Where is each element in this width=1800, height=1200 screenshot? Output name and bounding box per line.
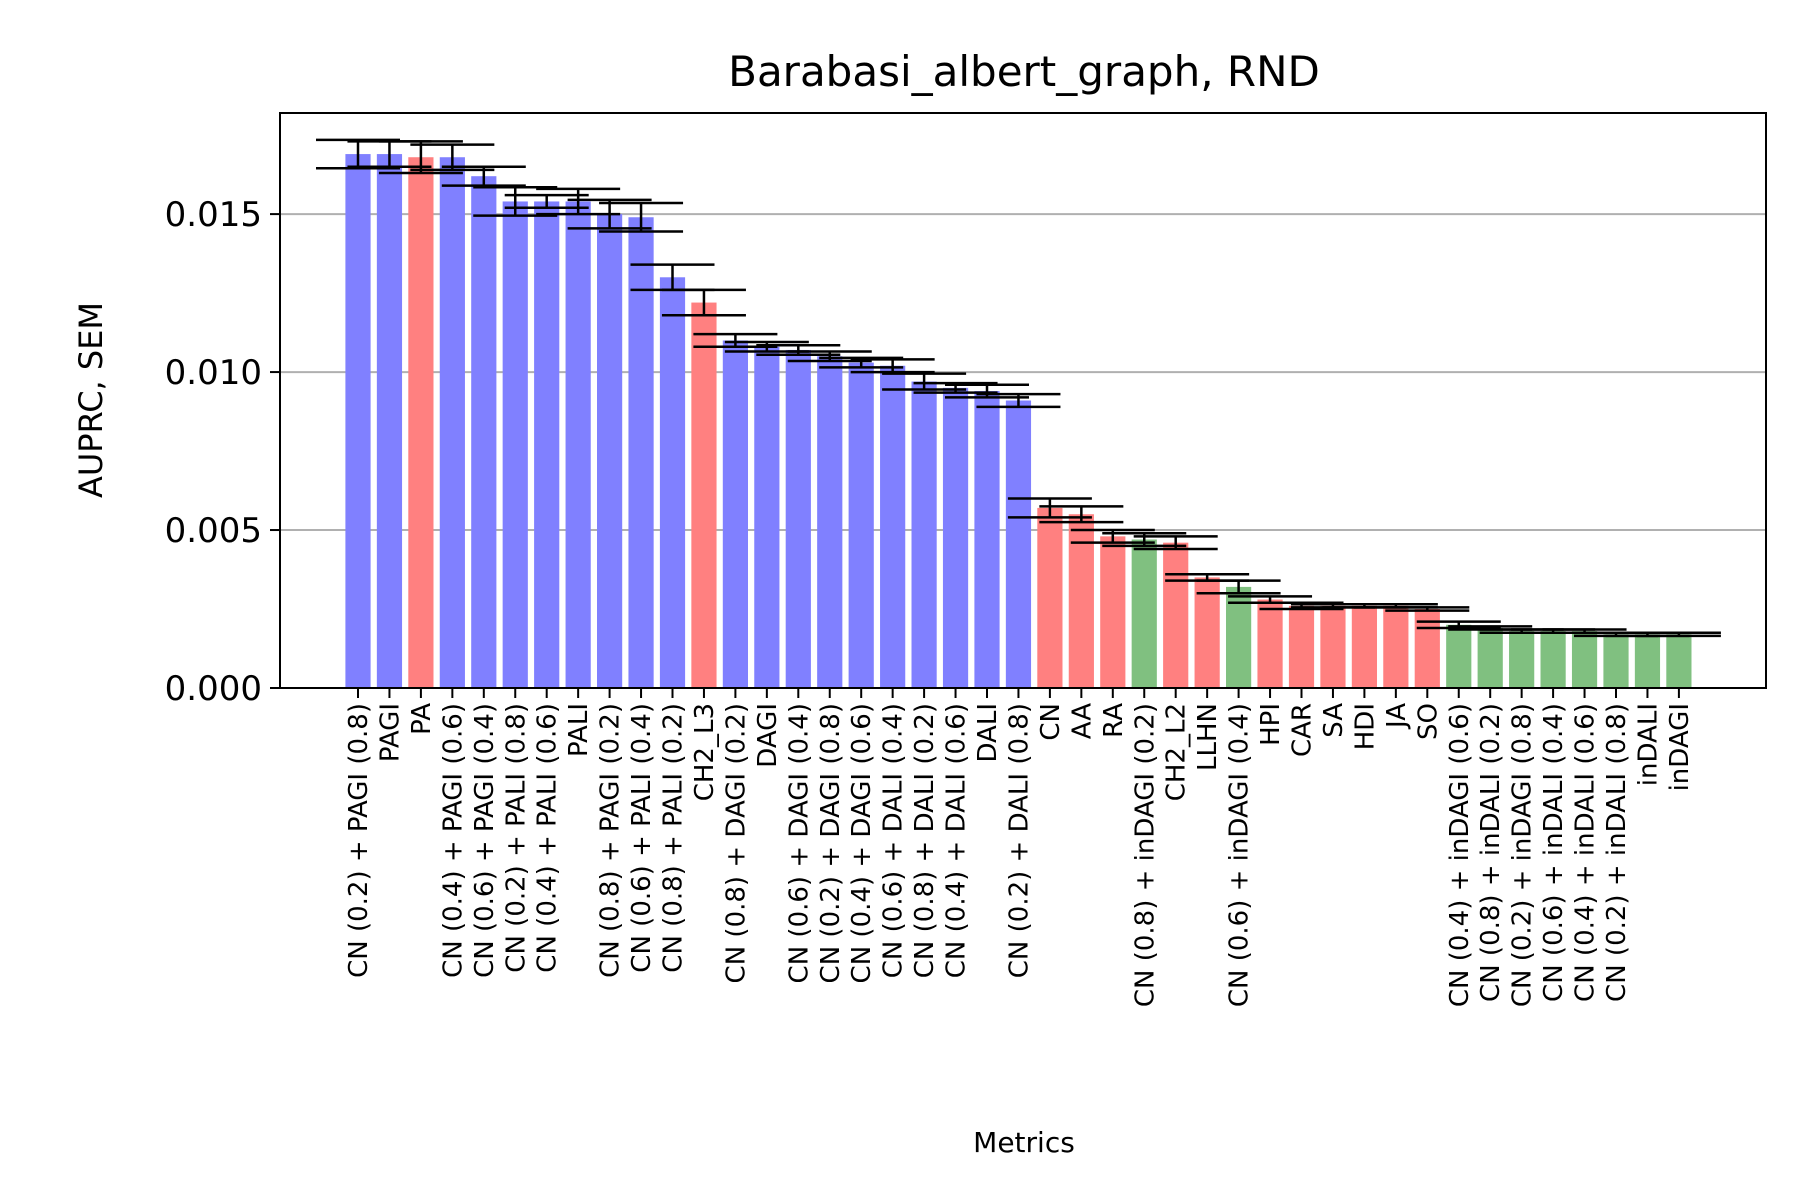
chart-title: Barabasi_albert_graph, RND <box>728 47 1320 96</box>
x-tick-label: CN (0.8) + DALI (0.2) <box>910 703 940 978</box>
bar <box>1540 631 1566 688</box>
bar <box>345 154 371 689</box>
x-tick-label: AA <box>1067 703 1097 740</box>
x-tick-label: SO <box>1413 703 1443 740</box>
bar <box>1383 605 1409 688</box>
x-tick-label: SA <box>1319 703 1349 738</box>
bar <box>628 217 654 688</box>
x-tick-label: DAGI <box>753 703 783 768</box>
x-tick-label: CN (0.4) + inDAGI (0.6) <box>1445 703 1475 1007</box>
bars <box>345 154 1692 689</box>
bar <box>754 346 780 688</box>
x-tick-label: RA <box>1099 703 1129 738</box>
x-tick-label: CN (0.4) + PAGI (0.6) <box>438 703 468 978</box>
bar <box>880 365 906 688</box>
bar <box>911 381 937 688</box>
x-tick-label: CN (0.4) + DALI (0.6) <box>942 703 972 978</box>
x-axis-label: Metrics <box>973 1126 1075 1159</box>
bar <box>1068 514 1094 688</box>
x-tick-label: CN (0.8) + PAGI (0.2) <box>596 703 626 978</box>
bar <box>1163 542 1189 688</box>
x-tick-label: CN (0.2) + DAGI (0.8) <box>816 703 846 983</box>
bar <box>1037 507 1063 688</box>
bar <box>1634 634 1661 688</box>
x-tick-label: DALI <box>973 703 1003 763</box>
bar <box>659 277 686 688</box>
x-tick-label: CN (0.2) + inDALI (0.8) <box>1602 703 1632 1002</box>
bar <box>1446 624 1472 688</box>
bar <box>691 302 717 688</box>
bar <box>534 201 560 688</box>
x-tick-label: CN (0.4) + PALI (0.6) <box>533 703 563 973</box>
error-bars <box>316 138 1721 638</box>
x-tick-label: inDALI <box>1633 703 1663 786</box>
x-tick-label: CN (0.4) + inDALI (0.6) <box>1571 703 1601 1002</box>
bar <box>785 349 811 688</box>
x-tick-label: CN (0.2) + PAGI (0.8) <box>344 703 374 978</box>
x-tick-label: CN (0.6) + inDAGI (0.4) <box>1225 703 1255 1007</box>
y-axis: 0.000 0.005 0.010 0.015 <box>165 195 280 709</box>
bar <box>1257 599 1283 688</box>
x-tick-label: CN (0.2) + PALI (0.8) <box>501 703 531 973</box>
x-tick-label: CN (0.6) + DALI (0.4) <box>879 703 909 978</box>
bar <box>1666 634 1692 688</box>
x-tick-label: CN (0.4) + DAGI (0.6) <box>847 703 877 983</box>
bar <box>942 387 969 688</box>
bar <box>597 214 623 688</box>
x-tick-label: CN (0.6) + inDALI (0.4) <box>1539 703 1569 1002</box>
bar <box>1351 605 1377 688</box>
bar <box>974 391 1000 688</box>
x-tick-label: JA <box>1382 703 1412 730</box>
x-tick-label: CN (0.6) + DAGI (0.4) <box>784 703 814 983</box>
bar <box>502 201 528 688</box>
bar <box>439 157 465 688</box>
x-tick-label: CN (0.8) + DAGI (0.2) <box>721 703 751 983</box>
bar <box>1288 605 1315 688</box>
x-tick-label: PA <box>407 703 437 735</box>
bar <box>1320 605 1346 688</box>
bar <box>1509 631 1535 688</box>
x-tick-label: HDI <box>1350 703 1380 750</box>
x-tick-label: PAGI <box>375 703 405 762</box>
x-tick-label: CN (0.8) + inDALI (0.2) <box>1476 703 1506 1002</box>
x-tick-label: CH2_L3 <box>690 703 720 801</box>
x-tick-label: CN (0.8) + inDAGI (0.2) <box>1130 703 1160 1007</box>
bar <box>565 201 591 688</box>
bar <box>817 356 843 688</box>
bar <box>1194 577 1220 688</box>
x-tick-label: inDAGI <box>1665 703 1695 791</box>
x-tick-label: CN (0.6) + PALI (0.4) <box>627 703 657 973</box>
x-tick-label: CH2_L2 <box>1162 703 1192 801</box>
bar <box>848 362 874 688</box>
bar <box>1477 627 1503 688</box>
bar <box>1571 631 1598 688</box>
plot-area-frame <box>279 112 1767 689</box>
x-tick-label: LLHN <box>1193 703 1223 771</box>
bar <box>1131 539 1157 688</box>
y-tick-label: 0.015 <box>165 195 262 235</box>
y-tick-label: 0.010 <box>165 353 262 393</box>
bar <box>1603 634 1629 688</box>
x-tick-label: HPI <box>1256 703 1286 746</box>
x-tick-label: CN <box>1036 703 1066 741</box>
x-tick-label: CN (0.2) + DALI (0.8) <box>1004 703 1034 978</box>
bar <box>1005 400 1032 688</box>
bar <box>471 176 497 688</box>
bar <box>376 154 403 689</box>
y-axis-label: AUPRC, SEM <box>72 302 110 498</box>
x-tick-label: CN (0.6) + PAGI (0.4) <box>470 703 500 978</box>
x-tick-label: CN (0.8) + PALI (0.2) <box>659 703 689 973</box>
x-tick-label: CAR <box>1288 703 1318 757</box>
bar <box>1100 536 1126 688</box>
x-axis: CN (0.2) + PAGI (0.8) PAGI PA CN (0.4) + PA… <box>344 688 1695 1007</box>
bar <box>722 340 748 688</box>
y-tick-label: 0.005 <box>165 511 262 551</box>
y-tick-label: 0.000 <box>165 669 262 709</box>
x-tick-label: PALI <box>564 703 594 757</box>
x-tick-label: CN (0.2) + inDAGI (0.8) <box>1508 703 1538 1007</box>
bar <box>408 157 434 688</box>
